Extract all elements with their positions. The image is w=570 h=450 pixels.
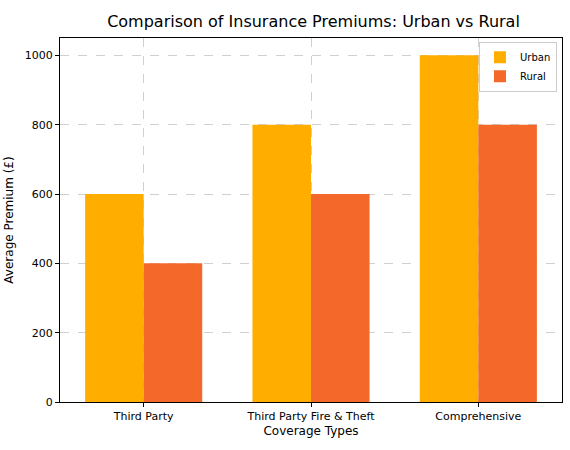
svg-text:Rural: Rural xyxy=(520,71,546,82)
svg-text:Third Party Fire & Theft: Third Party Fire & Theft xyxy=(247,410,376,423)
svg-text:0: 0 xyxy=(46,396,53,409)
svg-text:Average Premium (£): Average Premium (£) xyxy=(2,156,16,283)
svg-text:800: 800 xyxy=(32,119,53,132)
svg-text:Third Party: Third Party xyxy=(113,410,174,423)
svg-text:Comparison of Insurance Premiu: Comparison of Insurance Premiums: Urban … xyxy=(107,12,520,31)
svg-text:1000: 1000 xyxy=(25,49,53,62)
svg-text:Urban: Urban xyxy=(520,52,550,63)
svg-text:400: 400 xyxy=(32,257,53,270)
svg-text:600: 600 xyxy=(32,188,53,201)
svg-text:Coverage Types: Coverage Types xyxy=(263,424,358,438)
svg-text:200: 200 xyxy=(32,327,53,340)
svg-text:Comprehensive: Comprehensive xyxy=(435,410,521,423)
